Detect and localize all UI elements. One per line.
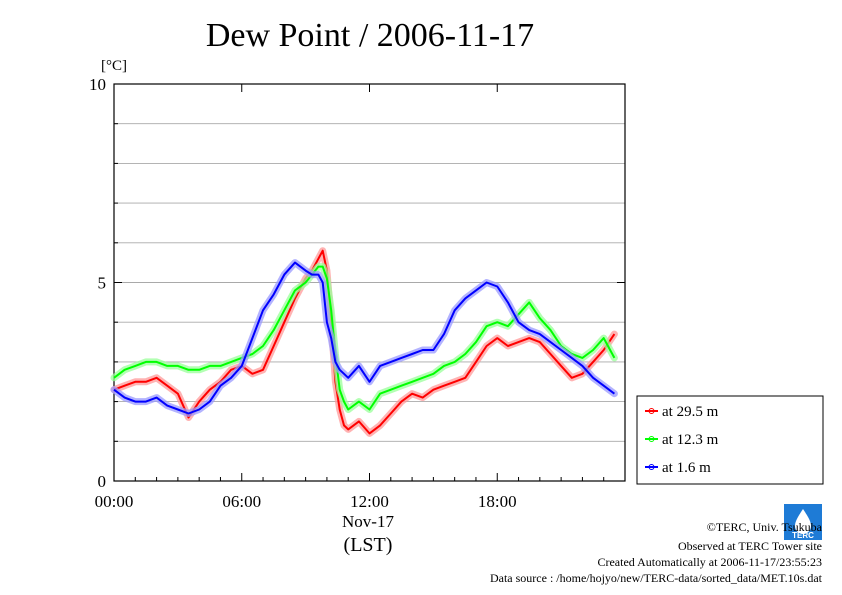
series-line [113,249,616,435]
x-tick-label: 00:00 [95,492,134,511]
series-line [113,265,616,411]
series-0 [110,247,618,437]
x-axis-date-label: Nov-17 [342,512,394,531]
legend-marker [648,408,655,414]
y-axis-unit: [°C] [101,58,127,74]
series-band [110,259,618,417]
series-line [113,261,615,415]
terc-logo-text: TERC [792,531,814,540]
copyright-text: ©TERC, Univ. Tsukuba [707,520,823,534]
data-source-text: Data source : /home/hojyo/new/TERC-data/… [490,571,823,585]
legend-box [636,395,824,485]
x-axis-timezone-label: (LST) [344,534,393,556]
series-2 [110,259,618,417]
x-tick-label: 18:00 [478,492,517,511]
y-tick-label: 5 [98,274,107,293]
axis-ticks: 0 5 10 00:00 06:00 12:00 18:00 [89,75,625,511]
water-drop-icon [795,509,811,534]
grid-lines [114,123,625,442]
y-tick-label: 10 [89,75,106,94]
legend: at 29.5 m at 12.3 m at 1.6 m [636,395,824,485]
x-tick-label: 12:00 [350,492,389,511]
legend-label: at 29.5 m [662,404,719,420]
series-layer [110,247,618,437]
y-tick-label: 0 [98,472,107,491]
terc-logo: TERC [784,504,822,540]
legend-label: at 1.6 m [662,460,711,476]
legend-label: at 12.3 m [662,432,719,448]
x-tick-label: 06:00 [222,492,261,511]
legend-marker [648,464,655,470]
observed-site-text: Observed at TERC Tower site [678,539,822,553]
created-timestamp-text: Created Automatically at 2006-11-17/23:5… [597,555,822,569]
series-1 [110,263,618,413]
chart-title: Dew Point / 2006-11-17 [206,17,534,54]
legend-marker [648,436,655,442]
